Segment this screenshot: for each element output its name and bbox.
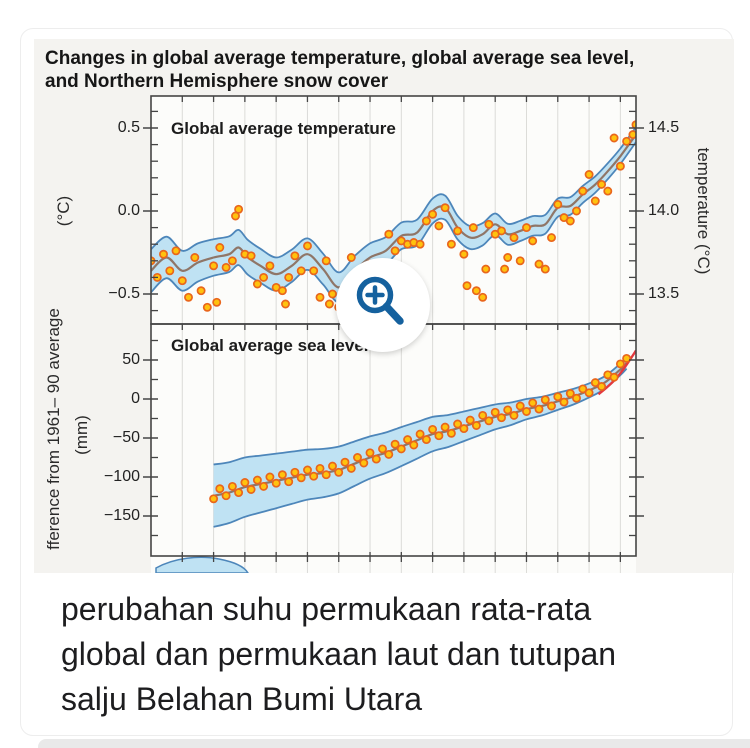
- caption-line: global dan permukaan laut dan tutupan: [61, 636, 617, 672]
- y-tick-label: −150: [103, 507, 140, 524]
- y-axis-label-celsius: (°C): [54, 195, 73, 227]
- panel-title-temperature: Global average temperature: [171, 119, 396, 138]
- zoom-in-icon: [356, 276, 404, 325]
- figure-area[interactable]: Changes in global average temperature, g…: [34, 39, 734, 573]
- y-tick-label: −0.5: [108, 285, 140, 302]
- y-tick-label: −100: [103, 468, 140, 485]
- y-axis-label-difference-from-average: fference from 1961– 90 average: [44, 308, 63, 550]
- caption: perubahan suhu permukaan rata-rata globa…: [61, 587, 616, 722]
- y-tick-label: 0.5: [117, 119, 140, 136]
- y-tick-label: −50: [112, 429, 140, 446]
- y-axis-label-mm: (mm): [72, 415, 91, 455]
- figure-title-line1: Changes in global average temperature, g…: [45, 48, 635, 69]
- image-result-card: Changes in global average temperature, g…: [20, 28, 734, 736]
- y-tick-label: 0.0: [117, 202, 140, 219]
- figure-title-line2: and Northern Hemisphere snow cover: [45, 71, 389, 92]
- y-tick-label-right: 14.5: [648, 119, 680, 136]
- caption-line: perubahan suhu permukaan rata-rata: [61, 591, 592, 627]
- y-tick-label: 50: [122, 351, 140, 368]
- y-tick-label-right: 14.0: [648, 202, 680, 219]
- panel-title-sea-level: Global average sea level: [171, 336, 369, 355]
- figure-title: Changes in global average temperature, g…: [45, 47, 634, 93]
- zoom-in-button[interactable]: [336, 258, 430, 352]
- y-tick-label-right: 13.5: [648, 285, 680, 302]
- next-card-edge: [38, 739, 750, 748]
- y-tick-label: 0: [131, 390, 140, 407]
- caption-line: salju Belahan Bumi Utara: [61, 681, 423, 717]
- y-axis-label-temperature: temperature (°C): [694, 147, 713, 275]
